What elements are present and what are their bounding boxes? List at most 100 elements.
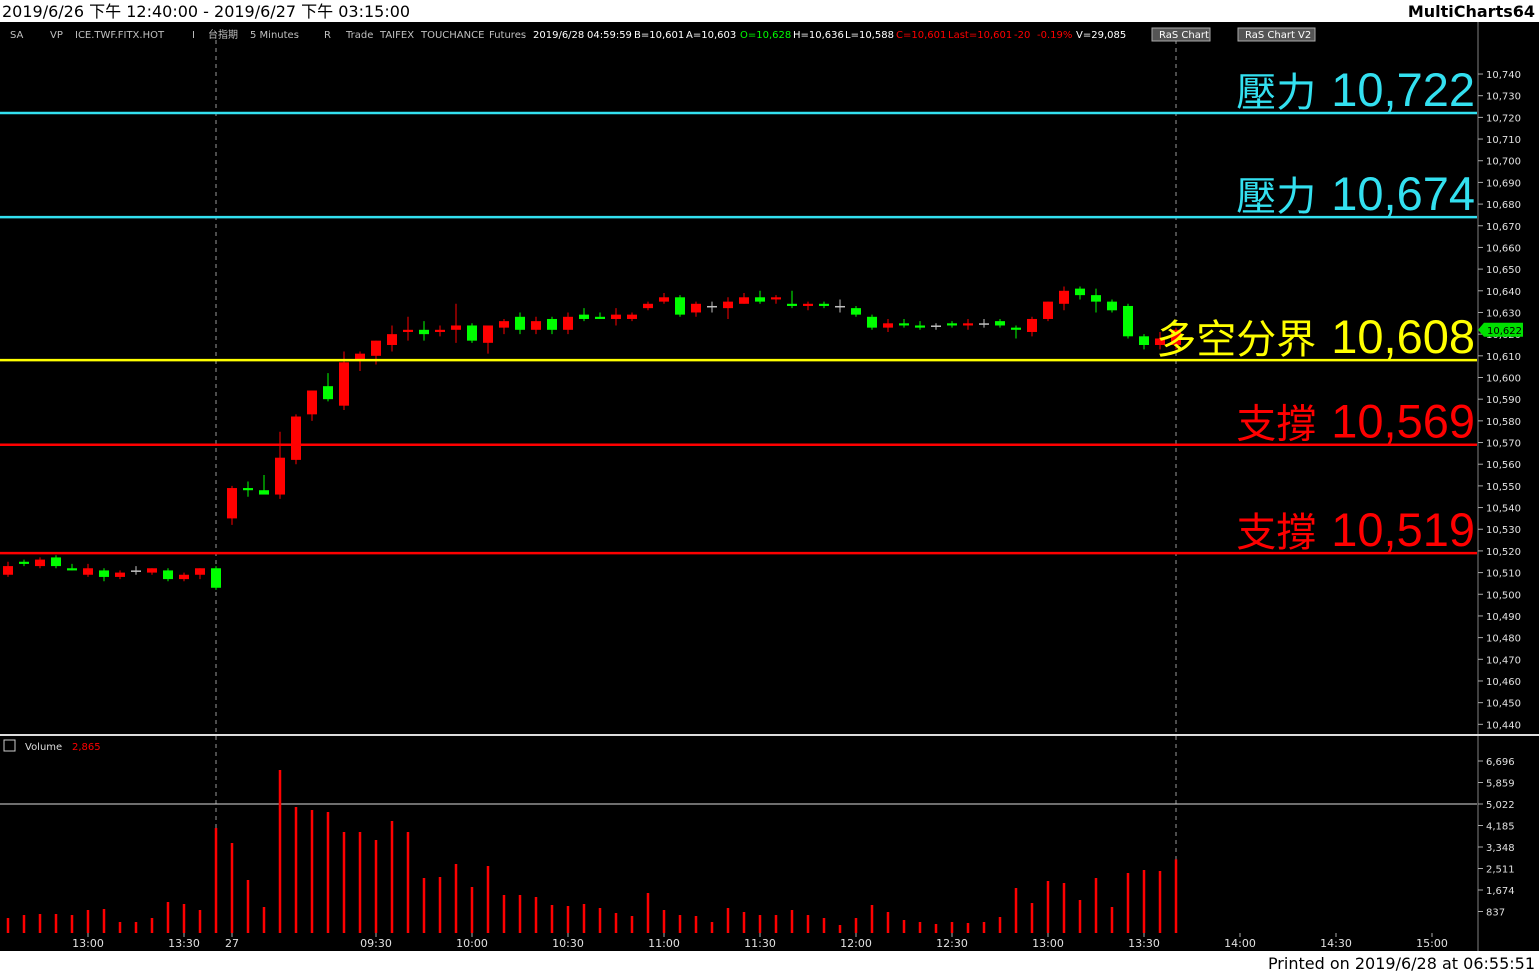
candle-body bbox=[1059, 290, 1069, 304]
toolbar-item: O=10,628 bbox=[740, 30, 791, 41]
x-tick-label: 12:30 bbox=[936, 937, 968, 950]
x-tick-label: 10:00 bbox=[456, 937, 488, 950]
candle-body bbox=[803, 303, 813, 306]
y-tick-label: 10,670 bbox=[1486, 222, 1521, 233]
toolbar-item: 2019/6/28 bbox=[533, 30, 584, 41]
toolbar-item: V=29,085 bbox=[1076, 30, 1126, 41]
level-value: 10,608 bbox=[1331, 310, 1475, 363]
y-tick-label: 10,680 bbox=[1486, 200, 1521, 211]
candle-body bbox=[339, 362, 349, 406]
candle-body bbox=[595, 316, 605, 319]
candle-body bbox=[1171, 329, 1181, 345]
y-tick-label: 10,740 bbox=[1486, 70, 1521, 81]
candle-body bbox=[83, 568, 93, 575]
candle-body bbox=[1155, 338, 1165, 345]
y-tick-label: 10,440 bbox=[1486, 720, 1521, 731]
app-name: MultiCharts64 bbox=[1408, 2, 1535, 21]
candle-body bbox=[19, 561, 29, 564]
last-price-tag bbox=[1478, 322, 1523, 337]
candle-body bbox=[1139, 336, 1149, 345]
close-box[interactable] bbox=[3, 739, 16, 752]
toolbar-item: B=10,601 bbox=[634, 30, 684, 41]
toolbar-item: Trade bbox=[345, 30, 373, 41]
x-tick-label: 14:00 bbox=[1224, 937, 1256, 950]
x-tick-label: 09:30 bbox=[360, 937, 392, 950]
x-tick-label: 13:00 bbox=[72, 937, 104, 950]
x-tick-label: 13:30 bbox=[1128, 937, 1160, 950]
y-tick-label: 10,530 bbox=[1486, 525, 1521, 536]
candle-body bbox=[547, 318, 557, 330]
candle-body bbox=[931, 325, 941, 327]
toolbar-item: ICE.TWF.FITX.HOT bbox=[75, 30, 165, 41]
candle-body bbox=[3, 566, 13, 575]
x-tick-label: 12:00 bbox=[840, 937, 872, 950]
candle-body bbox=[755, 297, 765, 302]
candle-body bbox=[211, 568, 221, 588]
level-name: 壓力 bbox=[1236, 174, 1316, 220]
toolbar-item: 5 Minutes bbox=[250, 30, 299, 41]
candle-body bbox=[883, 323, 893, 328]
y-tick-label: 2,511 bbox=[1486, 864, 1515, 875]
level-value: 10,674 bbox=[1331, 167, 1475, 220]
candle-body bbox=[99, 570, 109, 577]
volume-last: 2,865 bbox=[72, 742, 101, 753]
x-tick-label: 10:30 bbox=[552, 937, 584, 950]
y-tick-label: 10,660 bbox=[1486, 243, 1521, 254]
candle-body bbox=[115, 572, 125, 577]
x-tick-label: 13:00 bbox=[1032, 937, 1064, 950]
level-label: 支撐 10,519 bbox=[1236, 503, 1475, 558]
button[interactable] bbox=[1237, 27, 1316, 42]
y-tick-label: 10,520 bbox=[1486, 547, 1521, 558]
candle-body bbox=[243, 488, 253, 491]
level-name: 支撐 bbox=[1236, 402, 1316, 448]
level-label: 壓力 10,722 bbox=[1236, 63, 1475, 118]
toolbar-item: Last=10,601 bbox=[948, 30, 1012, 41]
candle-body bbox=[195, 568, 205, 575]
candle-body bbox=[403, 329, 413, 332]
candle-body bbox=[963, 323, 973, 326]
y-tick-label: 10,650 bbox=[1486, 265, 1521, 276]
x-tick-label: 14:30 bbox=[1320, 937, 1352, 950]
x-tick-label: 11:00 bbox=[648, 937, 680, 950]
candle-body bbox=[1123, 305, 1133, 337]
candle-body bbox=[1091, 295, 1101, 302]
header-range: 2019/6/26 下午 12:40:00 - 2019/6/27 下午 03:… bbox=[2, 2, 410, 21]
candle-body bbox=[387, 334, 397, 345]
button[interactable] bbox=[1151, 27, 1211, 42]
footer-text: Printed on 2019/6/28 at 06:55:51 bbox=[1268, 954, 1535, 973]
candle-body bbox=[739, 297, 749, 304]
y-tick-label: 10,580 bbox=[1486, 417, 1521, 428]
candle-body bbox=[1107, 301, 1117, 311]
toolbar-item: H=10,636 bbox=[793, 30, 844, 41]
candle-body bbox=[723, 301, 733, 309]
toolbar-item: R bbox=[324, 30, 331, 41]
candle-body bbox=[643, 303, 653, 309]
level-name: 支撐 bbox=[1236, 510, 1316, 556]
y-tick-label: 10,720 bbox=[1486, 113, 1521, 124]
x-tick-label: 27 bbox=[225, 937, 239, 950]
y-tick-label: 10,490 bbox=[1486, 612, 1521, 623]
header-bar bbox=[0, 0, 1539, 22]
candle-body bbox=[355, 353, 365, 361]
candle-body bbox=[947, 323, 957, 326]
candle-body bbox=[67, 568, 77, 571]
candle-body bbox=[611, 314, 621, 319]
level-value: 10,569 bbox=[1331, 395, 1475, 448]
candle-body bbox=[835, 305, 845, 308]
y-tick-label: 10,510 bbox=[1486, 569, 1521, 580]
y-tick-label: 10,690 bbox=[1486, 178, 1521, 189]
candle-body bbox=[819, 303, 829, 306]
candle-body bbox=[1027, 318, 1037, 332]
y-tick-label: 10,540 bbox=[1486, 504, 1521, 515]
toolbar-item: 台指期 bbox=[208, 28, 238, 41]
candle-body bbox=[787, 303, 797, 306]
y-tick-label: 10,470 bbox=[1486, 655, 1521, 666]
toolbar-item: -0.19% bbox=[1037, 30, 1072, 41]
candle-body bbox=[515, 316, 525, 330]
y-tick-label: 10,500 bbox=[1486, 590, 1521, 601]
candle-body bbox=[467, 325, 477, 341]
candle-body bbox=[659, 297, 669, 302]
candle-body bbox=[323, 386, 333, 400]
y-tick-label: 5,859 bbox=[1486, 778, 1515, 789]
